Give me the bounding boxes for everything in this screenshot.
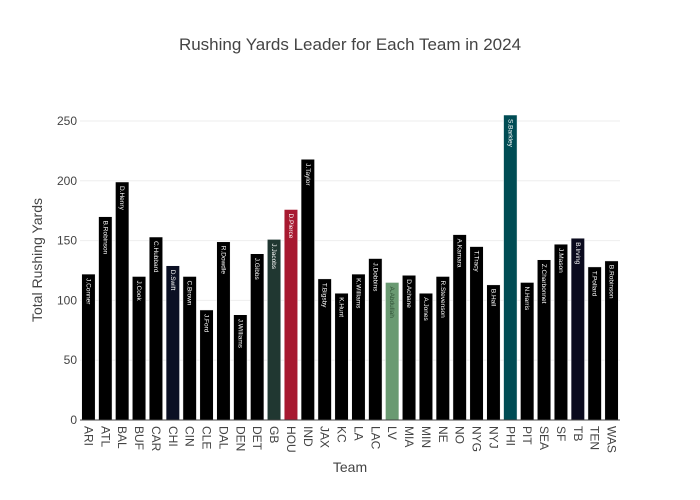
- bar-player-label: B.Robinson: [608, 265, 615, 299]
- y-axis-label: Total Rushing Yards: [29, 198, 45, 322]
- x-tick-label: SF: [554, 426, 568, 441]
- bar-player-label: J.Cook: [135, 280, 142, 301]
- x-tick-label: CHI: [166, 426, 180, 447]
- x-tick-label: TB: [571, 426, 585, 441]
- x-tick-label: DEN: [233, 426, 247, 451]
- bar-player-label: J.Gibbs: [253, 258, 260, 281]
- bar-player-label: C.Hubbard: [152, 241, 159, 273]
- y-tick-label: 100: [57, 293, 77, 307]
- bar-hou: [283, 209, 298, 421]
- bar-player-label: J.Mason: [557, 248, 564, 273]
- bar-player-label: J.Ford: [203, 314, 210, 333]
- x-tick-label: ARI: [81, 426, 95, 446]
- x-tick-label: PHI: [503, 426, 517, 446]
- bar-player-label: D.Swift: [169, 270, 176, 291]
- bar-player-label: B.Irving: [574, 242, 581, 264]
- bar-nyg: [469, 246, 484, 421]
- bar-player-label: R.Dowdle: [219, 246, 226, 275]
- bar-bal: [115, 181, 130, 421]
- x-tick-label: LAC: [368, 426, 382, 450]
- bar-ind: [300, 159, 315, 421]
- x-tick-label: MIN: [419, 426, 433, 448]
- bar-tb: [570, 237, 585, 421]
- bar-player-label: T.Tracy: [473, 251, 480, 273]
- x-tick-label: BAL: [115, 426, 129, 449]
- bar-player-label: S.Barkley: [506, 119, 513, 148]
- x-tick-label: ATL: [98, 426, 112, 447]
- bar-player-label: T.Pollard: [591, 271, 598, 297]
- bar-player-label: B.Robinson: [101, 221, 108, 255]
- x-tick-label: LV: [385, 426, 399, 440]
- x-tick-label: TEN: [588, 426, 602, 450]
- y-tick-label: 150: [57, 234, 77, 248]
- bar-player-label: J.Williams: [236, 319, 243, 349]
- x-tick-label: WAS: [605, 426, 619, 453]
- x-tick-label: NE: [436, 426, 450, 443]
- x-tick-label: NO: [453, 426, 467, 444]
- bar-player-label: A.Abdullah: [388, 286, 395, 318]
- bar-player-labels: J.Conner B.Robinson D.Henry J.Cook C.Hubbard…: [84, 119, 614, 349]
- x-tick-label: DET: [250, 426, 264, 451]
- x-tick-label: CLE: [200, 426, 214, 449]
- bar-player-label: K.Williams: [354, 278, 361, 309]
- bar-player-label: J.Dobbins: [371, 263, 378, 293]
- x-axis-label: Team: [333, 459, 367, 475]
- y-tick-label: 50: [64, 353, 78, 367]
- x-tick-label: HOU: [284, 426, 298, 453]
- y-axis-tick-labels: 0 50 100 150 200 250: [57, 114, 77, 427]
- bar-player-label: D.Henry: [118, 186, 125, 211]
- x-tick-label: IND: [301, 426, 315, 447]
- bars: [81, 114, 619, 421]
- x-tick-label: PIT: [520, 426, 534, 445]
- bar-player-label: D.Pierce: [287, 213, 294, 238]
- y-tick-label: 250: [57, 114, 77, 128]
- bar-player-label: N.Harris: [523, 286, 530, 311]
- x-tick-label: NYG: [470, 426, 484, 452]
- x-tick-label: GB: [267, 426, 281, 443]
- x-tick-label: KC: [335, 426, 349, 443]
- x-tick-label: MIA: [402, 426, 416, 447]
- bar-player-label: Z.Charbonnet: [540, 264, 547, 304]
- chart-title: Rushing Yards Leader for Each Team in 20…: [179, 35, 521, 54]
- x-tick-label: BUF: [132, 426, 146, 450]
- y-tick-label: 0: [70, 413, 77, 427]
- y-tick-label: 200: [57, 174, 77, 188]
- bar-phi: [503, 114, 518, 421]
- bar-player-label: A.Jones: [422, 297, 429, 321]
- bar-player-label: T.Bigsby: [321, 283, 328, 308]
- x-axis-tick-labels: ARI ATL BAL BUF CAR CHI CIN CLE DAL DEN DET GB HOU IN…: [81, 426, 618, 453]
- x-tick-label: NYJ: [486, 426, 500, 449]
- x-tick-label: LA: [351, 426, 365, 441]
- x-tick-label: JAX: [318, 426, 332, 448]
- x-tick-label: CAR: [149, 426, 163, 452]
- bar-player-label: J.Conner: [84, 278, 91, 305]
- bar-player-label: J.Jacobs: [270, 243, 277, 269]
- bar-player-label: D.Achane: [405, 279, 412, 308]
- bar-player-label: R.Stevenson: [439, 280, 446, 318]
- bar-player-label: A.Kamara: [456, 239, 463, 268]
- bar-player-label: C.Brown: [186, 280, 193, 305]
- bar-player-label: K.Hunt: [338, 297, 345, 317]
- bar-player-label: B.Hall: [489, 289, 496, 307]
- x-tick-label: CIN: [183, 426, 197, 447]
- bar-player-label: J.Taylor: [304, 163, 311, 186]
- x-tick-label: SEA: [537, 426, 551, 450]
- x-tick-label: DAL: [216, 426, 230, 450]
